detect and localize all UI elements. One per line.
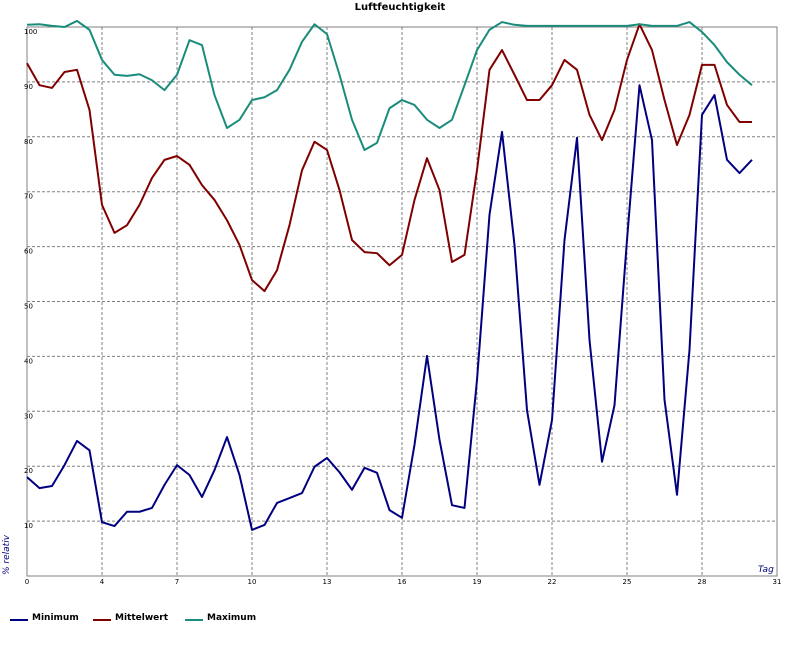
x-tick-label: 28 [698, 578, 707, 586]
y-tick-label: 10 [24, 522, 33, 530]
y-tick-label: 80 [24, 138, 33, 146]
y-tick-label: 100 [24, 28, 37, 36]
legend-label: Minimum [32, 613, 79, 623]
y-tick-label: 90 [24, 83, 33, 91]
y-tick-label: 40 [24, 357, 33, 365]
data-line [26, 19, 753, 151]
legend-label: Maximum [207, 613, 256, 623]
x-tick-label: 10 [248, 578, 257, 586]
x-tick-label: 31 [773, 578, 782, 586]
x-tick-label: 0 [25, 578, 29, 586]
x-tick-label: 4 [100, 578, 105, 586]
x-axis-label: Tag [758, 565, 774, 575]
y-axis-label: % relativ [2, 534, 12, 575]
y-tick-label: 50 [24, 303, 33, 311]
x-tick-label: 19 [473, 578, 482, 586]
chart-title: Luftfeuchtigkeit [355, 2, 446, 13]
y-tick-label: 60 [24, 248, 33, 256]
x-tick-label: 13 [323, 578, 332, 586]
y-tick-label: 20 [24, 467, 33, 475]
legend-label: Mittelwert [115, 613, 169, 623]
y-tick-label: 30 [24, 412, 33, 420]
data-line [26, 84, 753, 531]
data-line [26, 23, 752, 293]
x-tick-label: 16 [398, 578, 407, 586]
x-tick-label: 7 [175, 578, 179, 586]
x-tick-label: 25 [623, 578, 632, 586]
y-tick-label: 70 [24, 193, 33, 201]
x-tick-label: 22 [548, 578, 557, 586]
